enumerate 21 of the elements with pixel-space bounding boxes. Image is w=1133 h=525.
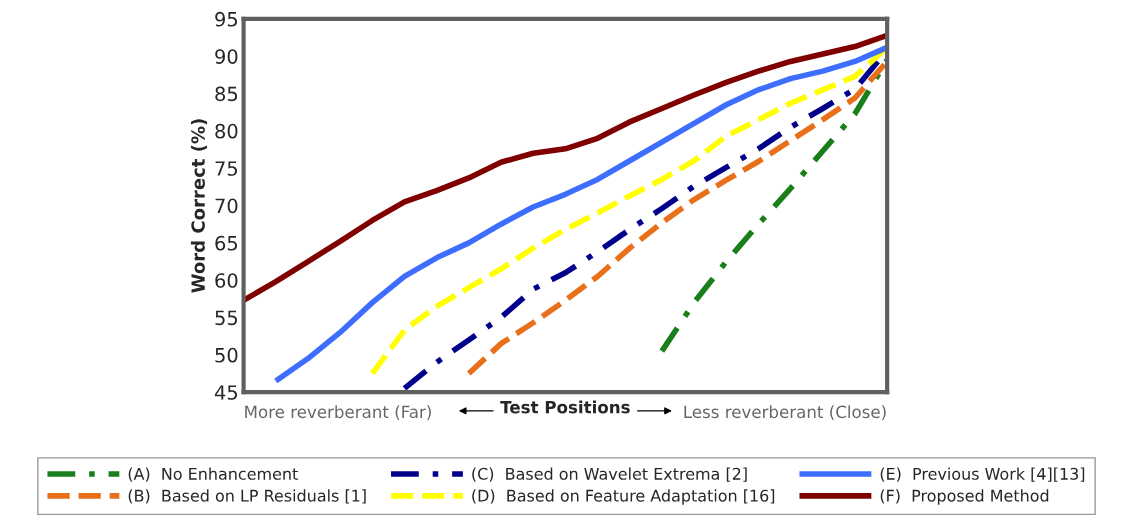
legend-label: (C) Based on Wavelet Extrema [2]	[472, 467, 747, 482]
y-tick-label: 65	[215, 235, 238, 251]
legend-label: (B) Based on LP Residuals [1]	[128, 489, 366, 504]
y-tick-label: 45	[214, 385, 238, 400]
x-axis-title: Test Positions	[500, 400, 630, 414]
legend-label: (F) Proposed Method	[880, 489, 1049, 505]
y-tick-label: 75	[215, 161, 238, 176]
y-axis-title: Word Correct (%)	[190, 119, 208, 293]
text: More reverberant (Far)	[245, 405, 431, 421]
legend-label: (D) Based on Feature Adaptation [16]	[472, 489, 775, 505]
y-tick-label: 90	[215, 49, 238, 64]
y-tick-label: 50	[215, 347, 238, 363]
y-tick-label: 85	[215, 86, 238, 102]
legend-label: (E) Previous Work [4][13]	[880, 467, 1085, 482]
legend-label: (A) No Enhancement	[128, 467, 298, 482]
y-tick-label: 55	[215, 310, 238, 326]
y-tick-label: 95	[215, 11, 238, 27]
y-tick-label: 70	[215, 198, 238, 214]
text: Less reverberant (Close)	[684, 405, 886, 421]
y-tick-label: 60	[215, 273, 238, 288]
y-tick-label: 80	[215, 123, 238, 139]
